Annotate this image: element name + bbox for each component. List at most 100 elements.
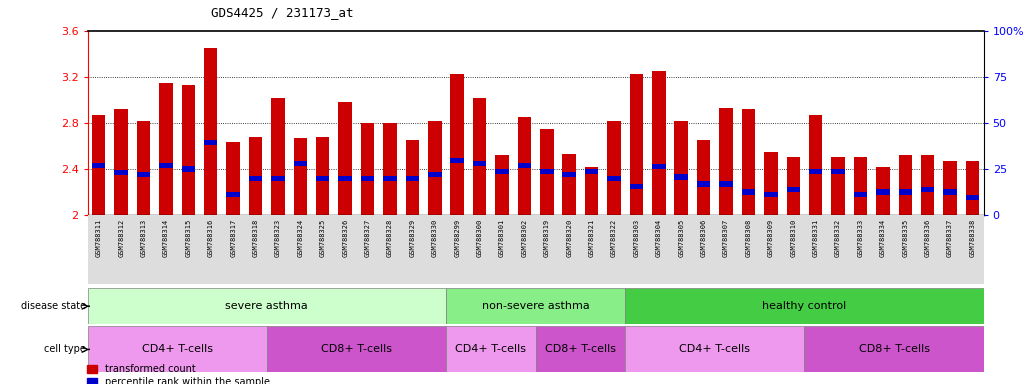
Bar <box>92 163 105 168</box>
Text: GSM788322: GSM788322 <box>611 218 617 257</box>
Text: GSM788329: GSM788329 <box>409 218 415 257</box>
Bar <box>764 192 778 197</box>
Bar <box>921 155 934 215</box>
Bar <box>249 175 263 181</box>
Bar <box>88 288 446 324</box>
Text: GSM788306: GSM788306 <box>700 218 707 257</box>
Text: GSM788319: GSM788319 <box>544 218 550 257</box>
Bar <box>804 326 984 372</box>
Bar <box>831 157 845 215</box>
Text: GSM788333: GSM788333 <box>857 218 863 257</box>
Bar <box>446 326 536 372</box>
Legend: transformed count, percentile rank within the sample: transformed count, percentile rank withi… <box>88 364 270 384</box>
Bar <box>877 167 890 215</box>
Bar <box>585 167 598 215</box>
Bar <box>719 181 732 187</box>
Bar <box>536 326 625 372</box>
Bar <box>294 161 307 166</box>
Bar <box>249 137 263 215</box>
Bar <box>495 169 509 174</box>
Bar <box>294 138 307 215</box>
Bar <box>652 71 665 215</box>
Text: GSM788318: GSM788318 <box>252 218 259 257</box>
Text: CD8+ T-cells: CD8+ T-cells <box>321 344 391 354</box>
Text: GSM788308: GSM788308 <box>746 218 752 257</box>
Bar <box>625 326 804 372</box>
Bar <box>406 140 419 215</box>
Bar <box>742 189 755 195</box>
Bar <box>719 108 732 215</box>
Bar <box>898 189 912 195</box>
Bar <box>809 115 822 215</box>
Text: GSM788338: GSM788338 <box>969 218 975 257</box>
Bar <box>675 121 688 215</box>
Text: GSM788316: GSM788316 <box>208 218 214 257</box>
Bar <box>450 158 464 164</box>
Bar <box>787 187 800 192</box>
Text: GSM788332: GSM788332 <box>835 218 842 257</box>
Bar <box>629 74 643 215</box>
Bar <box>316 175 330 181</box>
Bar <box>137 172 150 177</box>
Bar <box>160 83 173 215</box>
Text: GSM788313: GSM788313 <box>140 218 146 257</box>
Bar <box>181 85 195 215</box>
Bar <box>88 326 267 372</box>
Bar <box>854 157 867 215</box>
Bar <box>360 123 374 215</box>
Text: GSM788299: GSM788299 <box>454 218 460 257</box>
Bar <box>877 189 890 195</box>
Text: GSM788314: GSM788314 <box>163 218 169 257</box>
Bar <box>629 184 643 189</box>
Text: GDS4425 / 231173_at: GDS4425 / 231173_at <box>211 6 353 19</box>
Text: disease state: disease state <box>21 301 85 311</box>
Text: GSM788335: GSM788335 <box>902 218 908 257</box>
Text: CD4+ T-cells: CD4+ T-cells <box>680 344 750 354</box>
Bar <box>137 121 150 215</box>
Text: GSM788310: GSM788310 <box>790 218 796 257</box>
Text: GSM788303: GSM788303 <box>633 218 640 257</box>
Bar <box>271 98 284 215</box>
Bar <box>540 129 553 215</box>
Bar <box>473 98 486 215</box>
Bar <box>943 189 957 195</box>
Text: GSM788311: GSM788311 <box>96 218 102 257</box>
Bar <box>625 288 984 324</box>
Bar <box>898 155 912 215</box>
Text: GSM788304: GSM788304 <box>656 218 662 257</box>
Bar <box>181 166 195 172</box>
Text: non-severe asthma: non-severe asthma <box>482 301 589 311</box>
Bar <box>921 187 934 192</box>
Text: cell type: cell type <box>44 344 85 354</box>
Bar <box>697 181 711 187</box>
Bar <box>562 154 576 215</box>
Bar <box>383 123 397 215</box>
Bar <box>966 161 980 215</box>
Bar <box>608 175 621 181</box>
Bar <box>675 174 688 180</box>
Text: CD4+ T-cells: CD4+ T-cells <box>455 344 526 354</box>
Text: GSM788305: GSM788305 <box>678 218 684 257</box>
Bar <box>204 48 217 215</box>
Bar <box>339 175 352 181</box>
Bar <box>339 102 352 215</box>
Bar <box>428 172 442 177</box>
Text: GSM788309: GSM788309 <box>767 218 774 257</box>
Bar <box>943 161 957 215</box>
Bar <box>227 192 240 197</box>
Text: GSM788321: GSM788321 <box>588 218 594 257</box>
Text: GSM788325: GSM788325 <box>319 218 325 257</box>
Bar <box>316 137 330 215</box>
Bar <box>608 121 621 215</box>
Text: GSM788336: GSM788336 <box>925 218 931 257</box>
Bar <box>450 74 464 215</box>
Bar <box>406 175 419 181</box>
Text: GSM788307: GSM788307 <box>723 218 729 257</box>
Text: GSM788337: GSM788337 <box>947 218 953 257</box>
Bar <box>764 152 778 215</box>
Bar <box>652 164 665 169</box>
Bar <box>518 117 531 215</box>
Bar <box>473 161 486 166</box>
Text: severe asthma: severe asthma <box>226 301 308 311</box>
Text: GSM788301: GSM788301 <box>499 218 505 257</box>
